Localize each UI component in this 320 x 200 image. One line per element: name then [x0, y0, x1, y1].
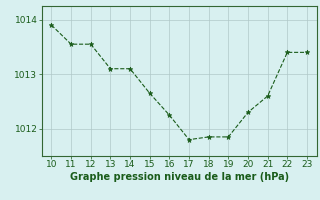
X-axis label: Graphe pression niveau de la mer (hPa): Graphe pression niveau de la mer (hPa) — [70, 172, 289, 182]
